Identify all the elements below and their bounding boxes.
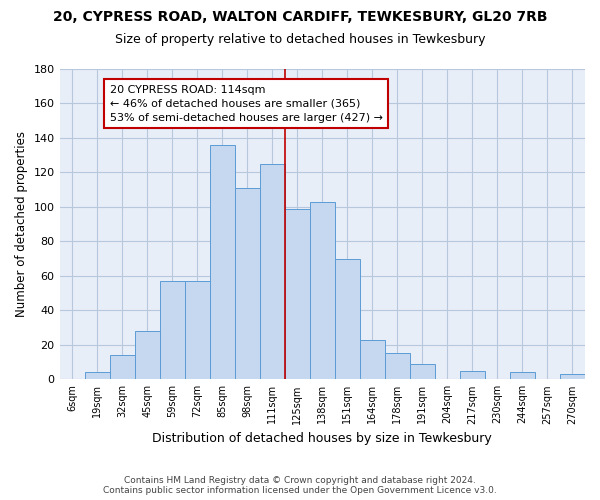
Bar	[510, 372, 535, 380]
Bar	[110, 355, 134, 380]
X-axis label: Distribution of detached houses by size in Tewkesbury: Distribution of detached houses by size …	[152, 432, 492, 445]
Bar	[335, 258, 360, 380]
Bar	[560, 374, 585, 380]
Bar	[410, 364, 435, 380]
Bar	[209, 145, 235, 380]
Bar	[360, 340, 385, 380]
Bar	[260, 164, 285, 380]
Text: Size of property relative to detached houses in Tewkesbury: Size of property relative to detached ho…	[115, 32, 485, 46]
Bar	[285, 208, 310, 380]
Bar	[460, 370, 485, 380]
Bar	[385, 354, 410, 380]
Bar	[235, 188, 260, 380]
Bar	[85, 372, 110, 380]
Y-axis label: Number of detached properties: Number of detached properties	[15, 131, 28, 317]
Bar	[310, 202, 335, 380]
Text: 20 CYPRESS ROAD: 114sqm
← 46% of detached houses are smaller (365)
53% of semi-d: 20 CYPRESS ROAD: 114sqm ← 46% of detache…	[110, 84, 383, 122]
Bar	[185, 281, 209, 380]
Text: Contains HM Land Registry data © Crown copyright and database right 2024.
Contai: Contains HM Land Registry data © Crown c…	[103, 476, 497, 495]
Bar	[160, 281, 185, 380]
Bar	[134, 331, 160, 380]
Text: 20, CYPRESS ROAD, WALTON CARDIFF, TEWKESBURY, GL20 7RB: 20, CYPRESS ROAD, WALTON CARDIFF, TEWKES…	[53, 10, 547, 24]
